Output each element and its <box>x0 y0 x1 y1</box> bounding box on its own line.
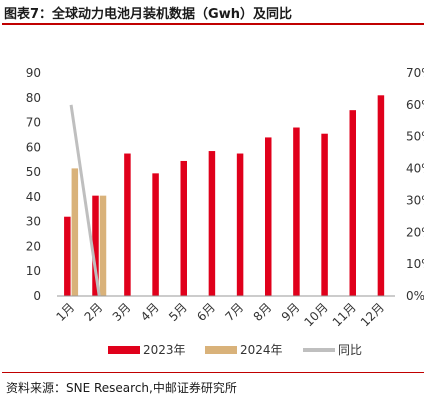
y-right-tick-label: 40% <box>406 162 424 176</box>
chart-title: 图表7：全球动力电池月装机数据（Gwh）及同比 <box>4 7 292 22</box>
bar-2024 <box>99 195 107 296</box>
bar-2023 <box>236 153 244 296</box>
y-left-tick-label: 40 <box>26 190 41 204</box>
y-left-tick-label: 30 <box>26 215 41 229</box>
x-tick-label: 3月 <box>110 300 134 324</box>
y-right-tick-label: 50% <box>406 130 424 144</box>
x-tick-label: 4月 <box>138 300 162 324</box>
y-left-tick-label: 50 <box>26 165 41 179</box>
bar-2023 <box>124 153 131 296</box>
x-tick-label: 10月 <box>302 300 331 329</box>
y-right-tick-label: 70% <box>406 66 424 80</box>
bar-2023 <box>377 95 385 296</box>
bar-2023 <box>92 195 99 296</box>
x-tick-label: 6月 <box>194 300 218 324</box>
bar-2023 <box>208 151 216 296</box>
y-right-tick-label: 30% <box>406 193 424 207</box>
bar-2023 <box>321 133 328 296</box>
x-tick-label: 12月 <box>358 300 387 329</box>
y-left-tick-label: 10 <box>26 264 41 278</box>
legend-swatch <box>108 346 140 354</box>
y-left-tick-label: 0 <box>33 289 41 303</box>
source-note: 资料来源：SNE Research,中邮证券研究所 <box>6 381 237 395</box>
x-tick-label: 1月 <box>53 300 77 324</box>
bar-2024 <box>71 168 79 296</box>
legend-swatch <box>205 346 237 354</box>
bar-2023 <box>64 216 71 296</box>
y-left-tick-label: 20 <box>26 239 41 253</box>
y-left-tick-label: 60 <box>26 140 41 154</box>
footer-rule <box>2 372 424 373</box>
legend-label: 同比 <box>338 343 362 357</box>
y-right-tick-label: 60% <box>406 98 424 112</box>
y-right-tick-label: 10% <box>406 257 424 271</box>
legend-label: 2023年 <box>143 343 186 357</box>
y-right-tick-label: 0% <box>406 289 424 303</box>
y-left-tick-label: 70 <box>26 116 41 130</box>
bar-2023 <box>265 137 272 296</box>
x-tick-label: 8月 <box>251 300 275 324</box>
x-tick-label: 2月 <box>82 300 106 324</box>
x-tick-label: 11月 <box>330 300 359 329</box>
bar-2023 <box>180 160 187 296</box>
y-left-tick-label: 80 <box>26 91 41 105</box>
y-right-tick-label: 20% <box>406 225 424 239</box>
bar-2023 <box>293 127 300 296</box>
x-tick-label: 9月 <box>279 300 303 324</box>
x-tick-label: 5月 <box>166 300 190 324</box>
title-rule <box>2 23 424 25</box>
yoy-line <box>69 104 101 297</box>
y-left-tick-label: 90 <box>26 66 41 80</box>
x-tick-label: 7月 <box>222 300 246 324</box>
legend-label: 2024年 <box>240 343 283 357</box>
bar-2023 <box>349 110 356 297</box>
bar-2023 <box>152 173 159 296</box>
